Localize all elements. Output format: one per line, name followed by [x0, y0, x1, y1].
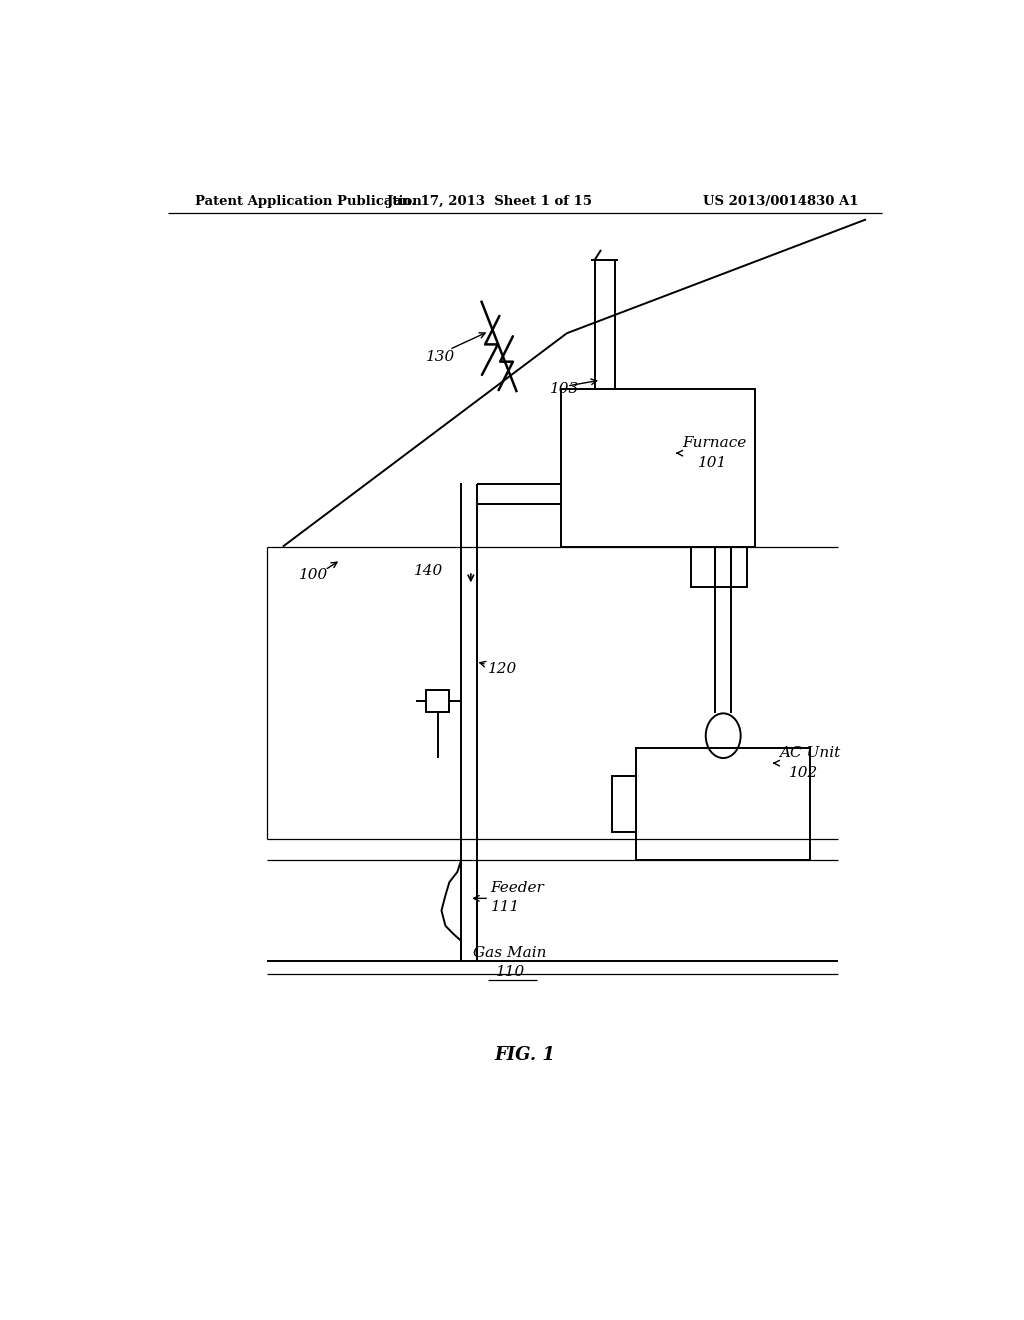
Text: Feeder: Feeder [490, 882, 545, 895]
Text: FIG. 1: FIG. 1 [495, 1045, 555, 1064]
Text: 130: 130 [426, 350, 455, 363]
Text: 140: 140 [414, 564, 443, 578]
Bar [426, 690, 450, 713]
Text: 102: 102 [790, 767, 818, 780]
Text: 100: 100 [299, 568, 328, 582]
Text: US 2013/0014830 A1: US 2013/0014830 A1 [702, 194, 858, 207]
Bar [612, 776, 636, 832]
Text: 103: 103 [550, 381, 580, 396]
Bar [691, 546, 748, 587]
Text: 101: 101 [697, 457, 727, 470]
Text: 110: 110 [497, 965, 525, 978]
Text: 111: 111 [490, 900, 520, 915]
Text: AC Unit: AC Unit [778, 746, 840, 760]
Text: Jan. 17, 2013  Sheet 1 of 15: Jan. 17, 2013 Sheet 1 of 15 [387, 194, 592, 207]
Bar [636, 748, 811, 859]
Text: Gas Main: Gas Main [473, 946, 547, 960]
Text: 120: 120 [488, 661, 517, 676]
Text: Furnace: Furnace [682, 436, 746, 450]
Bar [560, 389, 755, 546]
Text: Patent Application Publication: Patent Application Publication [196, 194, 422, 207]
Circle shape [706, 713, 740, 758]
